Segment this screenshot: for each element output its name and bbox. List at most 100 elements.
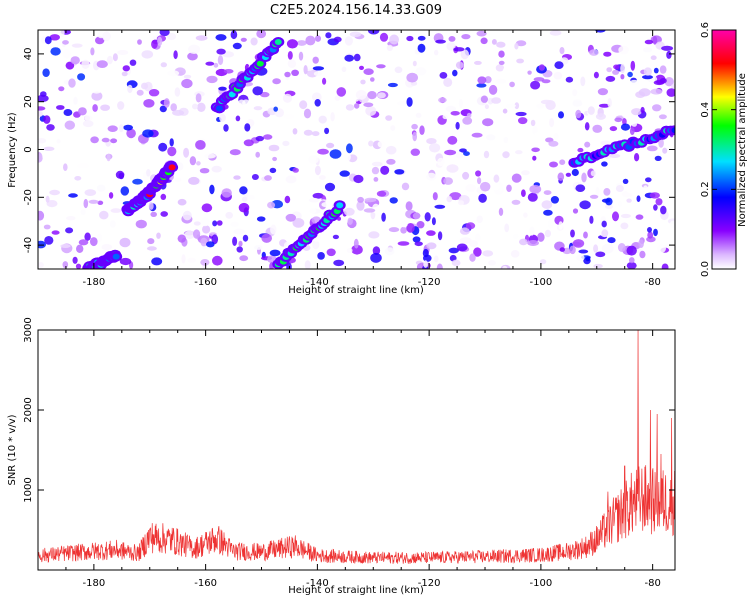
spectral-blob	[565, 76, 574, 83]
spectral-blob	[115, 119, 128, 126]
spectral-blob	[462, 171, 470, 180]
spectral-blob	[615, 185, 624, 192]
spectral-blob	[192, 103, 198, 110]
spectral-blob	[585, 256, 591, 262]
spectral-blob	[455, 121, 460, 130]
snr-xtick-label: -180	[83, 578, 106, 589]
spectral-blob	[119, 257, 132, 266]
spectral-blob	[527, 192, 538, 202]
spectral-blob	[514, 102, 520, 110]
spectral-blob	[653, 67, 659, 74]
spectral-blob	[232, 236, 238, 246]
spectral-blob	[241, 196, 248, 202]
spectral-blob	[163, 224, 171, 231]
spectral-blob	[371, 161, 383, 167]
spectral-blob	[549, 161, 558, 168]
spectral-blob	[381, 212, 386, 222]
spectral-blob	[292, 128, 298, 135]
spectral-blob	[232, 42, 242, 50]
spectral-blob	[213, 62, 219, 68]
spectral-blob	[436, 263, 443, 269]
spectral-blob	[539, 259, 547, 265]
spectral-blob	[483, 150, 490, 159]
spectral-blob	[620, 63, 625, 74]
spectral-blob	[76, 244, 84, 253]
snr-ytick-label: 2000	[23, 397, 34, 422]
spectral-blob	[620, 213, 631, 219]
spectral-blob	[658, 138, 664, 148]
spectral-blob	[312, 192, 324, 199]
spectral-blob	[217, 55, 224, 66]
spectral-blob	[455, 61, 464, 69]
spectral-blob	[164, 90, 172, 100]
spectral-blob	[473, 247, 482, 257]
spectral-blob	[401, 182, 410, 191]
spectral-blob	[595, 30, 606, 33]
spectral-blob	[42, 68, 50, 77]
spectral-blob	[491, 97, 501, 104]
spectral-blob	[176, 162, 184, 171]
spectral-blob	[434, 255, 439, 263]
spectral-blob	[445, 105, 456, 112]
spectral-blob	[598, 103, 611, 108]
spectral-blob	[482, 118, 494, 127]
spectral-blob	[643, 185, 648, 193]
spectral-blob	[303, 65, 308, 75]
spectral-blob	[598, 201, 606, 208]
spectral-blob	[550, 196, 560, 204]
spectral-blob	[183, 147, 190, 158]
spectral-blob	[170, 103, 177, 112]
spectral-blob	[311, 92, 322, 102]
spectral-blob	[38, 210, 45, 221]
spectral-blob	[206, 75, 218, 84]
spectral-blob	[256, 216, 266, 222]
spectral-blob	[311, 131, 320, 137]
spectral-blob	[287, 51, 293, 60]
spectral-blob	[200, 237, 208, 247]
spectral-blob	[557, 172, 565, 181]
spectral-blob	[553, 133, 559, 141]
signal-streak-core	[336, 202, 344, 209]
spectrogram-xtick-label: -100	[530, 277, 553, 288]
spectral-blob	[151, 257, 163, 266]
spectral-blob	[360, 79, 366, 85]
spectral-blob	[556, 181, 565, 187]
spectral-blob	[58, 86, 65, 92]
spectral-blob	[211, 165, 222, 173]
spectral-blob	[547, 219, 554, 229]
spectral-blob	[38, 152, 43, 162]
spectral-blob	[543, 190, 552, 196]
colorbar-tick-label: 0.6	[700, 22, 711, 38]
spectral-blob	[127, 84, 133, 94]
spectral-blob	[459, 227, 470, 235]
spectral-blob	[117, 50, 129, 55]
spectral-blob	[181, 254, 186, 264]
spectral-blob	[385, 145, 397, 155]
spectral-blob	[148, 89, 160, 97]
spectral-blob	[167, 32, 177, 41]
spectral-blob	[365, 106, 377, 116]
spectral-blob	[474, 60, 482, 65]
spectral-blob	[312, 66, 325, 71]
spectral-blob	[658, 114, 667, 120]
spectral-blob	[336, 87, 347, 97]
spectral-blob	[356, 200, 365, 211]
spectral-blob	[493, 174, 500, 183]
spectral-blob	[108, 192, 114, 199]
spectral-blob	[572, 208, 579, 214]
spectrogram-xtick-label: -80	[644, 277, 660, 288]
signal-streak-core	[274, 39, 282, 45]
spectral-blob	[291, 69, 299, 77]
spectral-blob	[558, 221, 563, 230]
spectral-blob	[110, 208, 122, 213]
spectral-blob	[345, 104, 355, 111]
spectral-blob	[183, 74, 192, 79]
spectral-blob	[71, 43, 83, 48]
spectral-blob	[318, 115, 327, 124]
spectral-blob	[73, 96, 78, 105]
spectral-blob	[446, 42, 456, 51]
spectral-blob	[435, 39, 446, 44]
spectral-blob	[491, 39, 497, 45]
spectral-blob	[605, 204, 613, 210]
